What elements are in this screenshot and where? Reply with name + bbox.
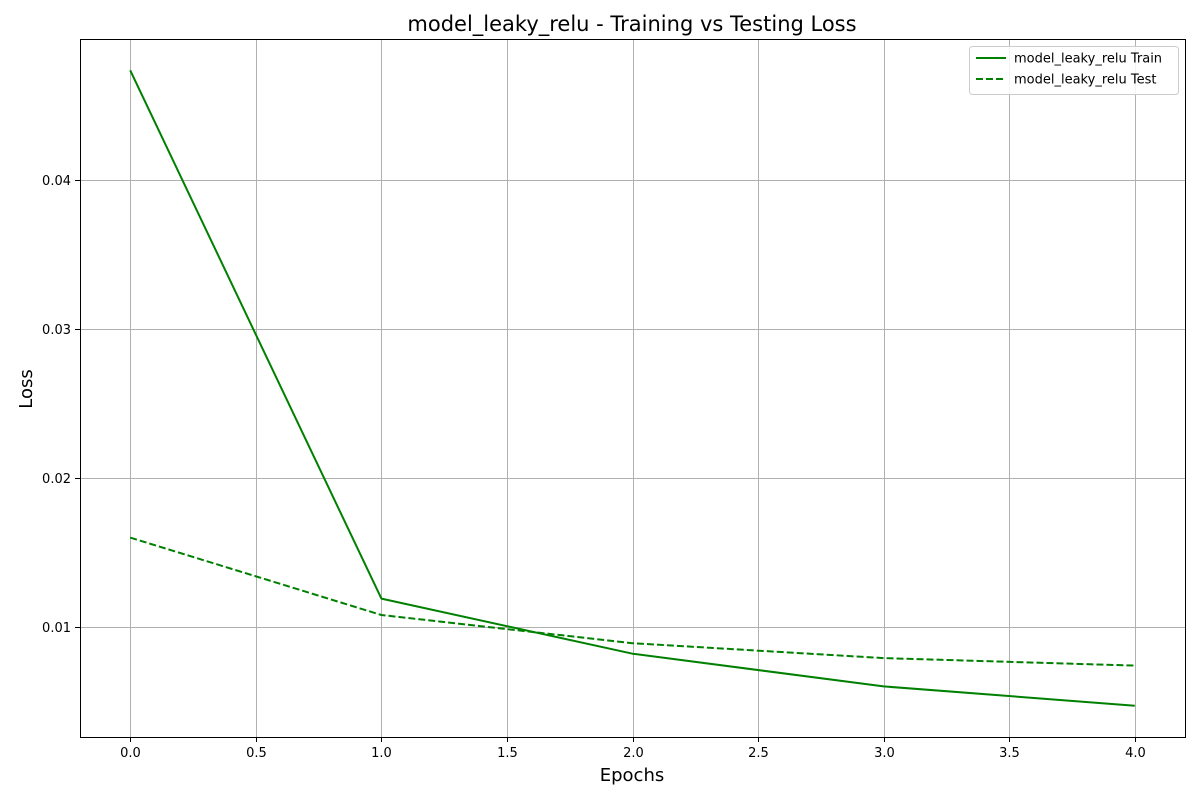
x-tick-label: 0.5 xyxy=(246,746,267,761)
series-lines xyxy=(129,69,1135,707)
legend-box xyxy=(969,46,1179,95)
grid xyxy=(80,39,1185,737)
y-tick-label: 0.03 xyxy=(42,323,71,338)
y-tick-label: 0.02 xyxy=(42,472,71,487)
legend-label: model_leaky_relu Train xyxy=(1014,52,1162,67)
legend-label: model_leaky_relu Test xyxy=(1014,73,1156,88)
x-tick-label: 3.5 xyxy=(999,746,1020,761)
x-tick-label: 1.0 xyxy=(371,746,392,761)
x-tick-label: 3.0 xyxy=(874,746,895,761)
x-axis-ticks: 0.0 0.5 1.0 1.5 2.0 2.5 3.0 3.5 4.0 xyxy=(120,737,1146,761)
y-axis-ticks: 0.01 0.02 0.03 0.04 xyxy=(42,174,80,636)
y-tick-label: 0.04 xyxy=(42,174,71,189)
x-axis-label: Epochs xyxy=(600,765,665,786)
legend: model_leaky_relu Train model_leaky_relu T… xyxy=(969,46,1179,95)
train-loss-line xyxy=(129,69,1135,707)
x-tick-label: 2.0 xyxy=(623,746,644,761)
x-tick-label: 4.0 xyxy=(1125,746,1146,761)
chart-title: model_leaky_relu - Training vs Testing L… xyxy=(407,12,856,37)
x-tick-label: 0.0 xyxy=(120,746,141,761)
y-tick-label: 0.01 xyxy=(42,621,71,636)
x-tick-label: 2.5 xyxy=(748,746,769,761)
y-axis-label: Loss xyxy=(16,369,37,408)
test-loss-line xyxy=(129,536,1135,667)
x-tick-label: 1.5 xyxy=(497,746,518,761)
